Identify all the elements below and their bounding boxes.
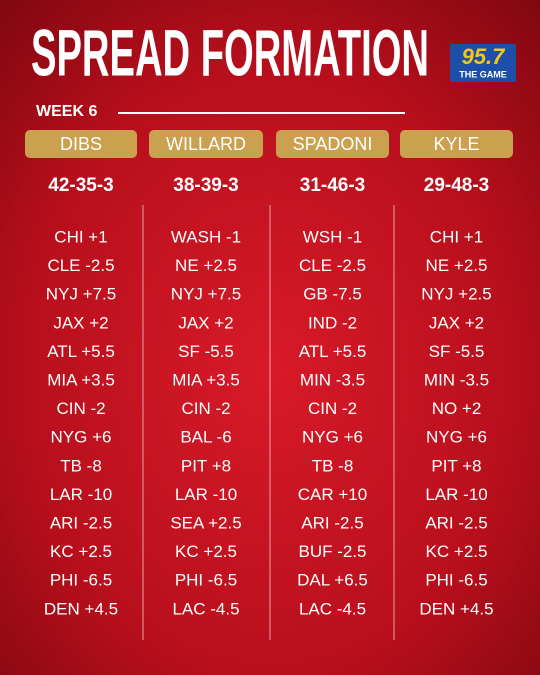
pick: SF -5.5 bbox=[178, 342, 234, 361]
pick: NYJ +2.5 bbox=[421, 285, 491, 304]
pick: MIA +3.5 bbox=[47, 370, 115, 389]
pick: LAR -10 bbox=[425, 485, 487, 504]
record: 42-35-3 bbox=[48, 175, 114, 196]
pick: NE +2.5 bbox=[175, 256, 237, 275]
pick: CIN -2 bbox=[308, 399, 357, 418]
title: SPREAD FORMATION bbox=[31, 15, 429, 89]
pick: ATL +5.5 bbox=[47, 342, 115, 361]
pick: NYG +6 bbox=[51, 428, 112, 447]
pick: KC +2.5 bbox=[426, 542, 488, 561]
pick: IND -2 bbox=[308, 313, 357, 332]
pick: WSH -1 bbox=[303, 227, 363, 246]
pick: JAX +2 bbox=[429, 313, 484, 332]
pick: CIN -2 bbox=[56, 399, 105, 418]
pick: ARI -2.5 bbox=[425, 513, 487, 532]
columns: DIBS 42-35-3 CHI +1 CLE -2.5 NYJ +7.5 JAX +2 A… bbox=[25, 130, 513, 640]
pick: DEN +4.5 bbox=[44, 599, 118, 618]
pick: PHI -6.5 bbox=[425, 571, 487, 590]
pick: NYJ +7.5 bbox=[171, 285, 241, 304]
column-header-box bbox=[400, 130, 513, 158]
record: 31-46-3 bbox=[300, 175, 366, 196]
pick: TB -8 bbox=[312, 456, 354, 475]
pick: BAL -6 bbox=[180, 428, 231, 447]
pick: DAL +6.5 bbox=[297, 571, 368, 590]
column-name: SPADONI bbox=[293, 134, 373, 154]
pick: CLE -2.5 bbox=[299, 256, 366, 275]
column-header-box bbox=[25, 130, 137, 158]
pick: NO +2 bbox=[432, 399, 482, 418]
pick: KC +2.5 bbox=[50, 542, 112, 561]
pick: NYG +6 bbox=[302, 428, 363, 447]
column-name: KYLE bbox=[433, 134, 479, 154]
pick: LAC -4.5 bbox=[299, 599, 366, 618]
pick: PHI -6.5 bbox=[50, 571, 112, 590]
pick: TB -8 bbox=[60, 456, 102, 475]
pick: NYJ +7.5 bbox=[46, 285, 116, 304]
pick: LAR -10 bbox=[50, 485, 112, 504]
pick: CHI +1 bbox=[54, 227, 107, 246]
pick: ARI -2.5 bbox=[50, 513, 112, 532]
pick: PIT +8 bbox=[431, 456, 481, 475]
logo-box bbox=[450, 44, 516, 82]
pick: JAX +2 bbox=[178, 313, 233, 332]
column-name: DIBS bbox=[60, 134, 102, 154]
week-label: WEEK 6 bbox=[36, 103, 97, 120]
pick: ARI -2.5 bbox=[301, 513, 363, 532]
record: 38-39-3 bbox=[173, 175, 239, 196]
logo-number: 95.7 bbox=[462, 44, 507, 69]
pick: SEA +2.5 bbox=[170, 513, 241, 532]
pick: JAX +2 bbox=[53, 313, 108, 332]
pick: CAR +10 bbox=[298, 485, 367, 504]
pick: NE +2.5 bbox=[426, 256, 488, 275]
pick: MIN -3.5 bbox=[300, 370, 365, 389]
pick: CHI +1 bbox=[430, 227, 483, 246]
logo-tagline: THE GAME bbox=[459, 69, 507, 79]
logo: 95.7 THE GAME bbox=[450, 44, 516, 82]
pick: PIT +8 bbox=[181, 456, 231, 475]
pick: MIN -3.5 bbox=[424, 370, 489, 389]
pick: SF -5.5 bbox=[429, 342, 485, 361]
pick: CLE -2.5 bbox=[47, 256, 114, 275]
pick: NYG +6 bbox=[426, 428, 487, 447]
pick: WASH -1 bbox=[171, 227, 241, 246]
pick: PHI -6.5 bbox=[175, 571, 237, 590]
pick: KC +2.5 bbox=[175, 542, 237, 561]
record: 29-48-3 bbox=[424, 175, 490, 196]
column-header-box bbox=[276, 130, 389, 158]
column-header-box bbox=[149, 130, 263, 158]
pick: ATL +5.5 bbox=[299, 342, 367, 361]
pick: CIN -2 bbox=[181, 399, 230, 418]
pick: DEN +4.5 bbox=[419, 599, 493, 618]
column-name: WILLARD bbox=[166, 134, 246, 154]
pick: MIA +3.5 bbox=[172, 370, 240, 389]
pick: LAC -4.5 bbox=[172, 599, 239, 618]
pick: LAR -10 bbox=[175, 485, 237, 504]
pick: BUF -2.5 bbox=[298, 542, 366, 561]
pick: GB -7.5 bbox=[303, 285, 362, 304]
